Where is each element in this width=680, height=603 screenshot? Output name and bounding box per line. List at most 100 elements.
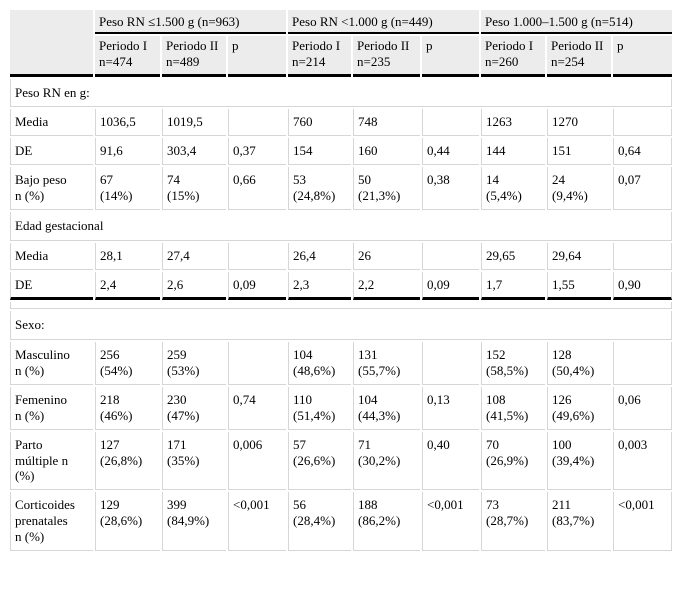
value-cell: 29,65 [481,242,546,270]
value-cell: 127 (26,8%) [95,431,160,491]
period2-header-g1: Periodo II n=489 [162,35,226,77]
p-header-g3: p [613,35,673,77]
value-cell: 218 (46%) [95,387,160,430]
data-row: Masculino n (%) 256 (54%) 259 (53%) 104 (48… [10,342,673,386]
value-cell: 0,09 [228,271,287,301]
period-header-row: Periodo I n=474 Periodo II n=489 p Perio… [10,35,673,77]
data-row: DE 2,4 2,6 0,09 2,3 2,2 0,09 1,7 1,55 0,90 [10,271,673,301]
section-spacer-row [10,302,673,310]
value-cell: 1,55 [547,271,612,301]
section-header-row: Edad gestacional [10,211,673,241]
period-label: Periodo I [99,37,148,53]
period-label: Periodo II [357,37,410,53]
value-cell: 0,37 [228,138,287,166]
section-spacer [10,302,673,310]
value-cell: 27,4 [162,242,226,270]
group-header-1000-1500: Peso 1.000–1.500 g (n=514) [481,10,673,34]
group-header-lt1000: Peso RN <1.000 g (n=449) [288,10,480,34]
value-cell: 2,4 [95,271,160,301]
value-cell: 152 (58,5%) [481,342,546,386]
row-label: DE [10,138,93,166]
value-cell [422,342,480,386]
period2-header-g2: Periodo II n=235 [353,35,421,77]
table-header: Peso RN ≤1.500 g (n=963) Peso RN <1.000 … [10,10,673,77]
value-cell: 259 (53%) [162,342,226,386]
period1-header-g3: Periodo I n=260 [481,35,546,77]
value-cell: 0,44 [422,138,480,166]
p-header-g2: p [422,35,480,77]
value-cell: 211 (83,7%) [547,492,612,551]
value-cell: 28,1 [95,242,160,270]
data-row: Media 28,1 27,4 26,4 26 29,65 29,64 [10,242,673,270]
n-count: n=235 [357,53,391,69]
row-label: Media [10,242,93,270]
period-label: Periodo I [485,37,534,53]
value-cell: 151 [547,138,612,166]
value-cell: 1019,5 [162,109,226,137]
value-cell: 160 [353,138,421,166]
period-label: Periodo II [551,37,604,53]
value-cell: 70 (26,9%) [481,431,546,491]
value-cell: <0,001 [422,492,480,551]
value-cell: 73 (28,7%) [481,492,546,551]
section-header-row: Sexo: [10,311,673,341]
neonatal-stats-table: Peso RN ≤1.500 g (n=963) Peso RN <1.000 … [8,8,674,553]
value-cell: 0,07 [613,167,673,210]
value-cell [228,109,287,137]
data-row: Femenino n (%) 218 (46%) 230 (47%) 0,74 110 … [10,387,673,430]
n-count: n=254 [551,53,585,69]
value-cell: 1,7 [481,271,546,301]
row-label: Bajo peso n (%) [10,167,93,210]
value-cell: 29,64 [547,242,612,270]
value-cell: 74 (15%) [162,167,226,210]
value-cell: 1270 [547,109,612,137]
value-cell: 0,90 [613,271,673,301]
n-count: n=214 [292,53,326,69]
value-cell: 0,006 [228,431,287,491]
period-label: Periodo I [292,37,341,53]
value-cell: 100 (39,4%) [547,431,612,491]
value-cell: 1036,5 [95,109,160,137]
period1-header-g2: Periodo I n=214 [288,35,352,77]
value-cell [613,242,673,270]
row-label: Corticoides prenatales n (%) [10,492,93,551]
value-cell: 53 (24,8%) [288,167,352,210]
value-cell: 56 (28,4%) [288,492,352,551]
value-cell: 2,6 [162,271,226,301]
value-cell: 0,003 [613,431,673,491]
value-cell [228,242,287,270]
section-title: Sexo: [10,311,673,341]
value-cell: 303,4 [162,138,226,166]
value-cell: 2,3 [288,271,352,301]
n-count: n=260 [485,53,519,69]
value-cell: 0,64 [613,138,673,166]
period1-header-g1: Periodo I n=474 [95,35,160,77]
value-cell: 256 (54%) [95,342,160,386]
value-cell [228,342,287,386]
row-label: DE [10,271,93,301]
data-row: DE 91,6 303,4 0,37 154 160 0,44 144 151 0,64 [10,138,673,166]
value-cell: 748 [353,109,421,137]
value-cell [422,109,480,137]
value-cell: 0,40 [422,431,480,491]
data-row: Bajo peso n (%) 67 (14%) 74 (15%) 0,66 53 (2… [10,167,673,210]
value-cell: 104 (48,6%) [288,342,352,386]
value-cell [613,109,673,137]
data-row: Corticoides prenatales n (%) 129 (28,6%) 3… [10,492,673,551]
row-label: Parto múltiple n (%) [10,431,93,491]
section-title: Edad gestacional [10,211,673,241]
value-cell: 67 (14%) [95,167,160,210]
value-cell: 154 [288,138,352,166]
value-cell: 1263 [481,109,546,137]
section-header-row: Peso RN en g: [10,78,673,108]
value-cell: 57 (26,6%) [288,431,352,491]
section-title: Peso RN en g: [10,78,673,108]
value-cell: 2,2 [353,271,421,301]
n-count: n=474 [99,53,133,69]
value-cell: 0,74 [228,387,287,430]
value-cell: 91,6 [95,138,160,166]
value-cell: 131 (55,7%) [353,342,421,386]
stub-header-cell [10,10,93,77]
group-header-row: Peso RN ≤1.500 g (n=963) Peso RN <1.000 … [10,10,673,77]
